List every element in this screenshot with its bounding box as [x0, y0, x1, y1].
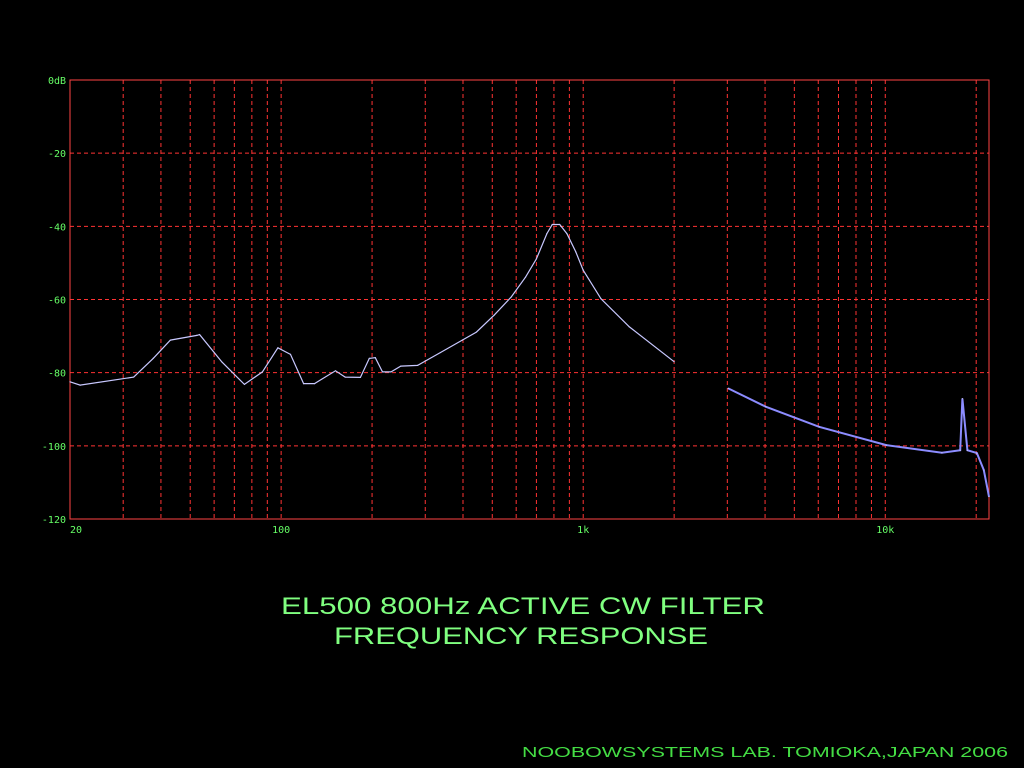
data-point — [198, 334, 201, 336]
data-point — [976, 452, 978, 454]
data-point — [417, 364, 419, 366]
data-point — [885, 444, 887, 446]
data-point — [628, 326, 630, 328]
data-point — [289, 353, 292, 355]
data-point — [221, 361, 223, 363]
data-point — [600, 298, 602, 300]
data-point — [344, 376, 346, 378]
x-tick-label: 20 — [70, 525, 82, 536]
chart-title-line2: FREQUENCY RESPONSE — [334, 623, 708, 650]
data-point — [243, 383, 246, 385]
data-point — [493, 314, 495, 316]
data-point — [169, 339, 172, 341]
data-point — [313, 383, 316, 385]
data-point — [546, 233, 548, 235]
y-axis-labels: 0dB -20 -40 -60 -80 -100 -120 — [42, 76, 66, 526]
data-point — [559, 223, 561, 226]
data-point — [79, 384, 81, 386]
data-point — [381, 371, 384, 373]
data-point — [261, 371, 264, 373]
data-point — [461, 339, 463, 341]
data-point — [818, 426, 820, 428]
y-tick-label: -80 — [48, 369, 66, 380]
footer-credit: NOOBOWSYSTEMS LAB. TOMIOKA,JAPAN 2006 — [522, 744, 1008, 761]
data-point — [510, 296, 512, 298]
y-tick-label: -60 — [48, 296, 66, 307]
data-point — [673, 361, 675, 363]
data-point — [152, 357, 154, 359]
data-point — [133, 376, 135, 378]
x-tick-label: 10k — [876, 525, 894, 536]
data-point — [277, 347, 279, 349]
x-tick-label: 100 — [272, 525, 290, 536]
traces — [69, 223, 990, 498]
data-point — [959, 449, 961, 451]
data-point — [566, 233, 568, 235]
data-point — [334, 370, 337, 372]
data-point — [941, 452, 943, 454]
data-point — [69, 381, 71, 383]
x-tick-label: 1k — [577, 525, 589, 536]
data-point — [988, 496, 990, 498]
data-point — [303, 383, 305, 385]
data-point — [368, 357, 370, 359]
data-point — [524, 276, 527, 278]
data-point — [374, 357, 376, 359]
y-tick-label: 0dB — [48, 76, 66, 87]
y-tick-label: -40 — [48, 222, 66, 233]
plot-frame — [69, 79, 990, 520]
y-tick-label: -120 — [42, 515, 66, 526]
chart-title-line1: EL500 800Hz ACTIVE CW FILTER — [281, 593, 765, 620]
data-point — [966, 449, 968, 451]
data-point — [196, 334, 198, 336]
data-point — [961, 398, 963, 400]
data-point — [582, 269, 584, 271]
y-tick-label: -100 — [42, 442, 66, 453]
data-point — [535, 258, 538, 260]
y-tick-label: -20 — [48, 149, 66, 160]
data-point — [727, 387, 729, 389]
data-point — [439, 351, 442, 354]
data-point — [359, 376, 362, 379]
data-point — [765, 406, 767, 408]
data-point — [983, 469, 985, 471]
data-point — [475, 331, 477, 333]
data-point — [551, 223, 553, 226]
x-axis-labels: 20 100 1k 10k — [70, 525, 894, 536]
data-point — [575, 251, 577, 253]
data-point — [400, 365, 402, 367]
data-point — [390, 371, 392, 373]
grid — [70, 80, 989, 519]
